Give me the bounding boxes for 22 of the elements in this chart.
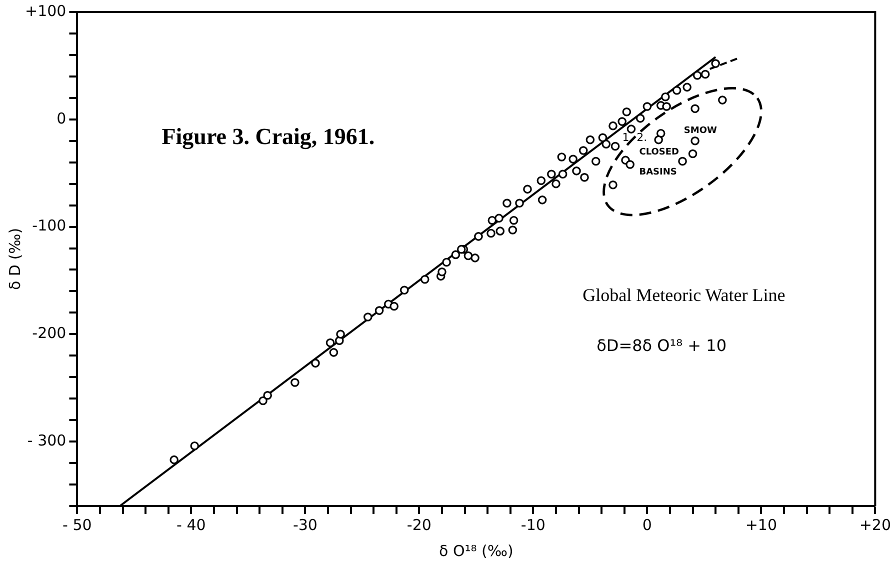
x-tick-label: - 50 — [62, 516, 92, 534]
annotation: SMOW — [684, 126, 717, 136]
annotation: Figure 3. Craig, 1961. — [162, 124, 375, 150]
y-tick-label: -100 — [32, 216, 66, 235]
y-tick-label: 0 — [56, 109, 66, 128]
y-axis-title: δ D (‰) — [6, 228, 24, 290]
x-axis-title: δ O¹⁸ (‰) — [438, 542, 514, 560]
annotation: Global Meteoric Water Line — [582, 284, 786, 305]
annotation: 2. — [636, 131, 648, 144]
annotation: 1 — [622, 131, 630, 144]
y-tick-label: - 300 — [27, 431, 66, 450]
annotation: CLOSED BASINS — [639, 148, 679, 178]
x-tick-label: - 40 — [176, 516, 206, 534]
y-tick-label: -200 — [32, 324, 66, 342]
annotation: δD=8δ O¹⁸ + 10 — [596, 336, 727, 356]
x-tick-label: +20 — [859, 516, 891, 534]
x-tick-label: 0 — [642, 516, 652, 534]
x-tick-label: -10 — [520, 516, 546, 534]
y-tick-label: +100 — [24, 2, 66, 20]
x-tick-label: -30 — [292, 516, 318, 534]
x-tick-label: -20 — [406, 516, 432, 534]
x-tick-label: +10 — [745, 516, 778, 534]
